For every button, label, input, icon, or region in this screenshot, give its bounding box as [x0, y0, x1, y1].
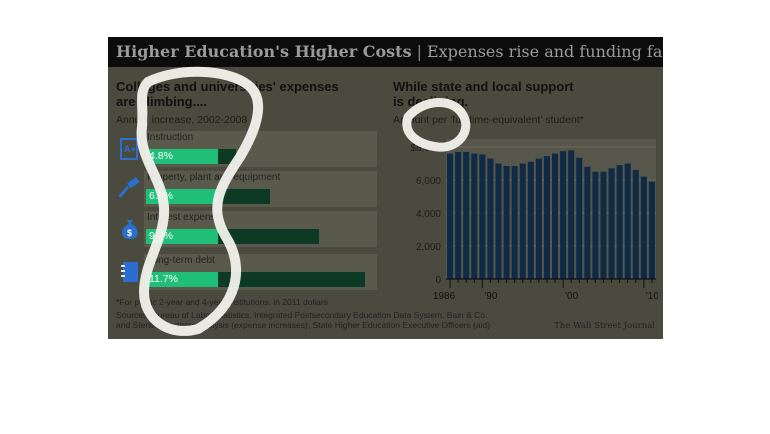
- title-bar: Higher Education's Higher Costs | Expenses…: [108, 37, 663, 67]
- expense-bar-highlight: [146, 149, 218, 164]
- sources-line2: and Sterling Partners analysis (expense …: [116, 320, 491, 330]
- support-bar: [560, 151, 567, 279]
- expense-category-label: Interest expense: [147, 212, 221, 223]
- chart-subtitle: Expenses rise and funding falls: [426, 42, 663, 61]
- notebook-icon: [118, 260, 142, 284]
- support-bar: [503, 165, 510, 279]
- main-title: Higher Education's Higher Costs: [116, 42, 412, 61]
- support-bar: [447, 153, 454, 279]
- y-tick-label: 0: [435, 275, 441, 286]
- brush-highlight-left: [136, 66, 264, 336]
- y-tick-label: 4,000: [416, 209, 441, 220]
- right-heading-line1: While state and local support: [393, 79, 574, 94]
- support-bar: [519, 163, 526, 279]
- support-bar: [624, 163, 631, 279]
- credit-line: The Wall Street Journal: [554, 321, 655, 331]
- expense-category-label: Property, plant and equipment: [147, 172, 281, 183]
- support-bar: [640, 176, 647, 279]
- x-tick-label: 1986: [433, 291, 456, 302]
- support-bar: [584, 166, 591, 279]
- right-subheading: Amount per 'full-time-equivalent' studen…: [393, 114, 584, 126]
- title-separator: |: [416, 42, 422, 61]
- support-bar: [511, 165, 518, 279]
- expense-value-label: 4.8%: [149, 150, 173, 162]
- hammer-icon: [118, 177, 142, 201]
- expense-bar-highlight: [146, 272, 218, 287]
- support-bar: [455, 151, 462, 279]
- expense-value-label: 11.7%: [149, 273, 178, 285]
- support-bar: [592, 171, 599, 279]
- brush-highlight-right: [402, 98, 471, 152]
- support-bar: [495, 163, 502, 279]
- x-tick-label: '00: [565, 291, 578, 302]
- x-tick-label: '90: [484, 291, 497, 302]
- support-bar: [600, 171, 607, 279]
- left-subheading: Annual increase, 2002-2008: [116, 114, 248, 126]
- left-heading-line1: Colleges and universities' expenses: [116, 79, 339, 94]
- support-bar: [552, 153, 559, 279]
- support-bar: [471, 153, 478, 279]
- x-tick-label: '10: [646, 291, 658, 302]
- svg-text:A+: A+: [124, 144, 136, 154]
- support-bar: [632, 170, 639, 279]
- support-bar: [535, 158, 542, 279]
- expense-category-label: Instruction: [147, 132, 194, 143]
- infographic: Higher Education's Higher Costs | Expenses…: [108, 37, 663, 339]
- support-bar: [608, 168, 615, 279]
- support-bar: [576, 157, 583, 279]
- expense-category-label: Long-term debt: [147, 255, 215, 266]
- a-plus-paper-icon: A+: [118, 137, 142, 161]
- support-bar: [616, 165, 623, 279]
- support-bar: [479, 154, 486, 279]
- support-bar: [527, 161, 534, 279]
- support-bar: [543, 156, 550, 279]
- support-bar: [648, 181, 655, 279]
- y-tick-label: 2,000: [416, 242, 441, 253]
- svg-text:$: $: [127, 228, 132, 238]
- highlight-overlay: [136, 66, 471, 336]
- money-bag-icon: $: [118, 217, 142, 241]
- y-tick-label: 6,000: [416, 176, 441, 187]
- sources-line1: Sources: Bureau of Labor Statistics, Int…: [116, 310, 488, 320]
- support-bar: [568, 150, 575, 279]
- support-bar: [463, 151, 470, 279]
- chart-title: Higher Education's Higher Costs | Expenses…: [116, 42, 663, 61]
- support-bar: [487, 158, 494, 279]
